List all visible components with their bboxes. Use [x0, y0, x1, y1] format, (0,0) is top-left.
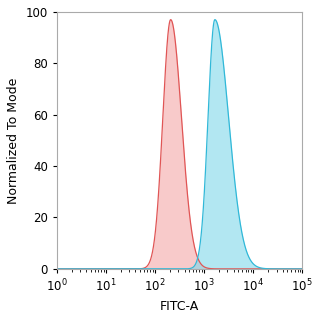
Y-axis label: Normalized To Mode: Normalized To Mode [7, 77, 20, 204]
X-axis label: FITC-A: FITC-A [160, 300, 199, 313]
